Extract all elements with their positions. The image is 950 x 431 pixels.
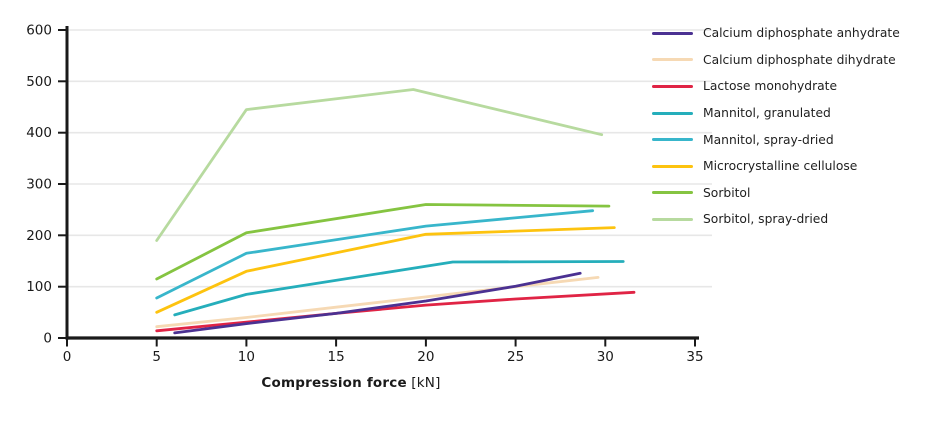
y-tick-label: 0 <box>43 331 52 347</box>
legend-swatch <box>652 31 693 35</box>
legend-item: Sorbitol, spray-dried <box>652 206 900 233</box>
legend-item: Sorbitol <box>652 180 900 207</box>
x-tick-label: 0 <box>63 349 72 365</box>
series-line-calcium-diphosphate-dihydrate <box>155 275 600 329</box>
series-line-sorbitol-spray-dried <box>155 88 604 242</box>
legend-item: Calcium diphosphate dihydrate <box>652 47 900 74</box>
series-line-mannitol-spray-dried <box>155 209 595 300</box>
legend-label: Lactose monohydrate <box>703 79 838 94</box>
y-tick-label: 600 <box>26 23 52 39</box>
legend-label: Mannitol, granulated <box>703 106 831 121</box>
y-tick-label: 200 <box>26 228 52 244</box>
legend-swatch <box>652 58 693 62</box>
x-tick-label: 5 <box>152 349 161 365</box>
y-tick-label: 400 <box>26 125 52 141</box>
legend-label: Calcium diphosphate anhydrate <box>703 26 900 41</box>
x-tick-label: 10 <box>238 349 255 365</box>
x-tick-label: 15 <box>328 349 345 365</box>
legend-label: Microcrystalline cellulose <box>703 159 858 174</box>
legend-swatch <box>652 164 693 168</box>
series-line-microcrystalline-cellulose <box>155 226 616 314</box>
y-tick-label: 100 <box>26 279 52 295</box>
series-line-calcium-diphosphate-anhydrate <box>173 271 582 335</box>
legend-label: Sorbitol <box>703 185 751 200</box>
series-line-mannitol-granulated <box>173 260 625 317</box>
x-axis-title-text: Compression force <box>261 375 407 391</box>
legend-item: Calcium diphosphate anhydrate <box>652 20 900 47</box>
x-tick-label: 30 <box>597 349 614 365</box>
legend-item: Mannitol, granulated <box>652 100 900 127</box>
legend-swatch <box>652 138 693 142</box>
series-line-lactose-monohydrate <box>155 290 636 333</box>
legend-item: Microcrystalline cellulose <box>652 153 900 180</box>
legend-item: Lactose monohydrate <box>652 73 900 100</box>
legend-swatch <box>652 191 693 195</box>
legend-label: Sorbitol, spray-dried <box>703 212 829 227</box>
legend-swatch <box>652 111 693 115</box>
legend-label: Mannitol, spray-dried <box>703 132 834 147</box>
y-tick-label: 300 <box>26 177 52 193</box>
x-tick-label: 35 <box>686 349 703 365</box>
y-tick-label: 500 <box>26 74 52 90</box>
legend-item: Mannitol, spray-dried <box>652 126 900 153</box>
series-line-sorbitol <box>155 203 611 281</box>
legend-label: Calcium diphosphate dihydrate <box>703 52 896 67</box>
legend-swatch <box>652 84 693 88</box>
legend: Calcium diphosphate anhydrate Calcium dip… <box>652 20 900 233</box>
x-tick-label: 20 <box>417 349 434 365</box>
x-axis-title-unit: [kN] <box>411 375 441 391</box>
x-axis-title: Compression force [kN] <box>0 375 702 391</box>
legend-swatch <box>652 217 693 221</box>
x-tick-label: 25 <box>507 349 524 365</box>
